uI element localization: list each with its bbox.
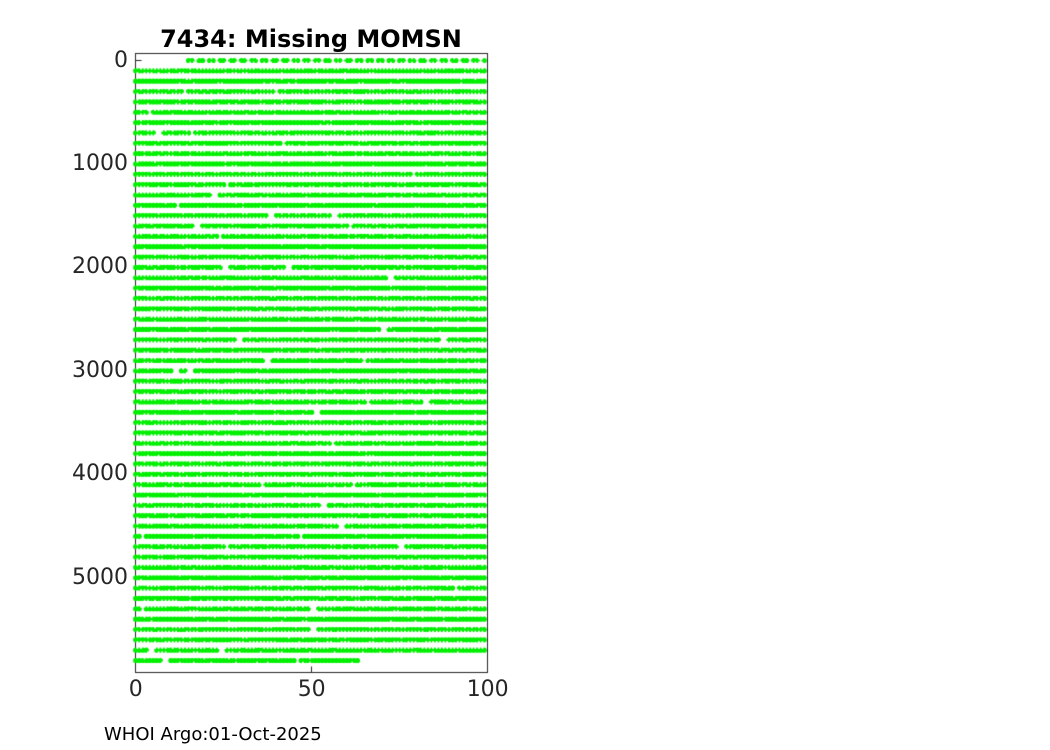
- chart-title: 7434: Missing MOMSN: [160, 25, 462, 53]
- y-tick-label: 2000: [72, 254, 128, 280]
- y-tick-label: 4000: [72, 461, 128, 487]
- x-tick-label: 0: [128, 677, 143, 702]
- y-tick-label: 1000: [72, 150, 128, 176]
- plot-area-canvas: [131, 50, 491, 676]
- footer-caption: WHOI Argo:01-Oct-2025: [104, 724, 322, 745]
- y-tick-label: 3000: [72, 357, 128, 383]
- x-tick-label: 50: [297, 677, 326, 702]
- y-tick-label: 5000: [72, 564, 128, 590]
- x-tick-label: 100: [466, 677, 509, 702]
- y-tick-label: 0: [114, 47, 128, 73]
